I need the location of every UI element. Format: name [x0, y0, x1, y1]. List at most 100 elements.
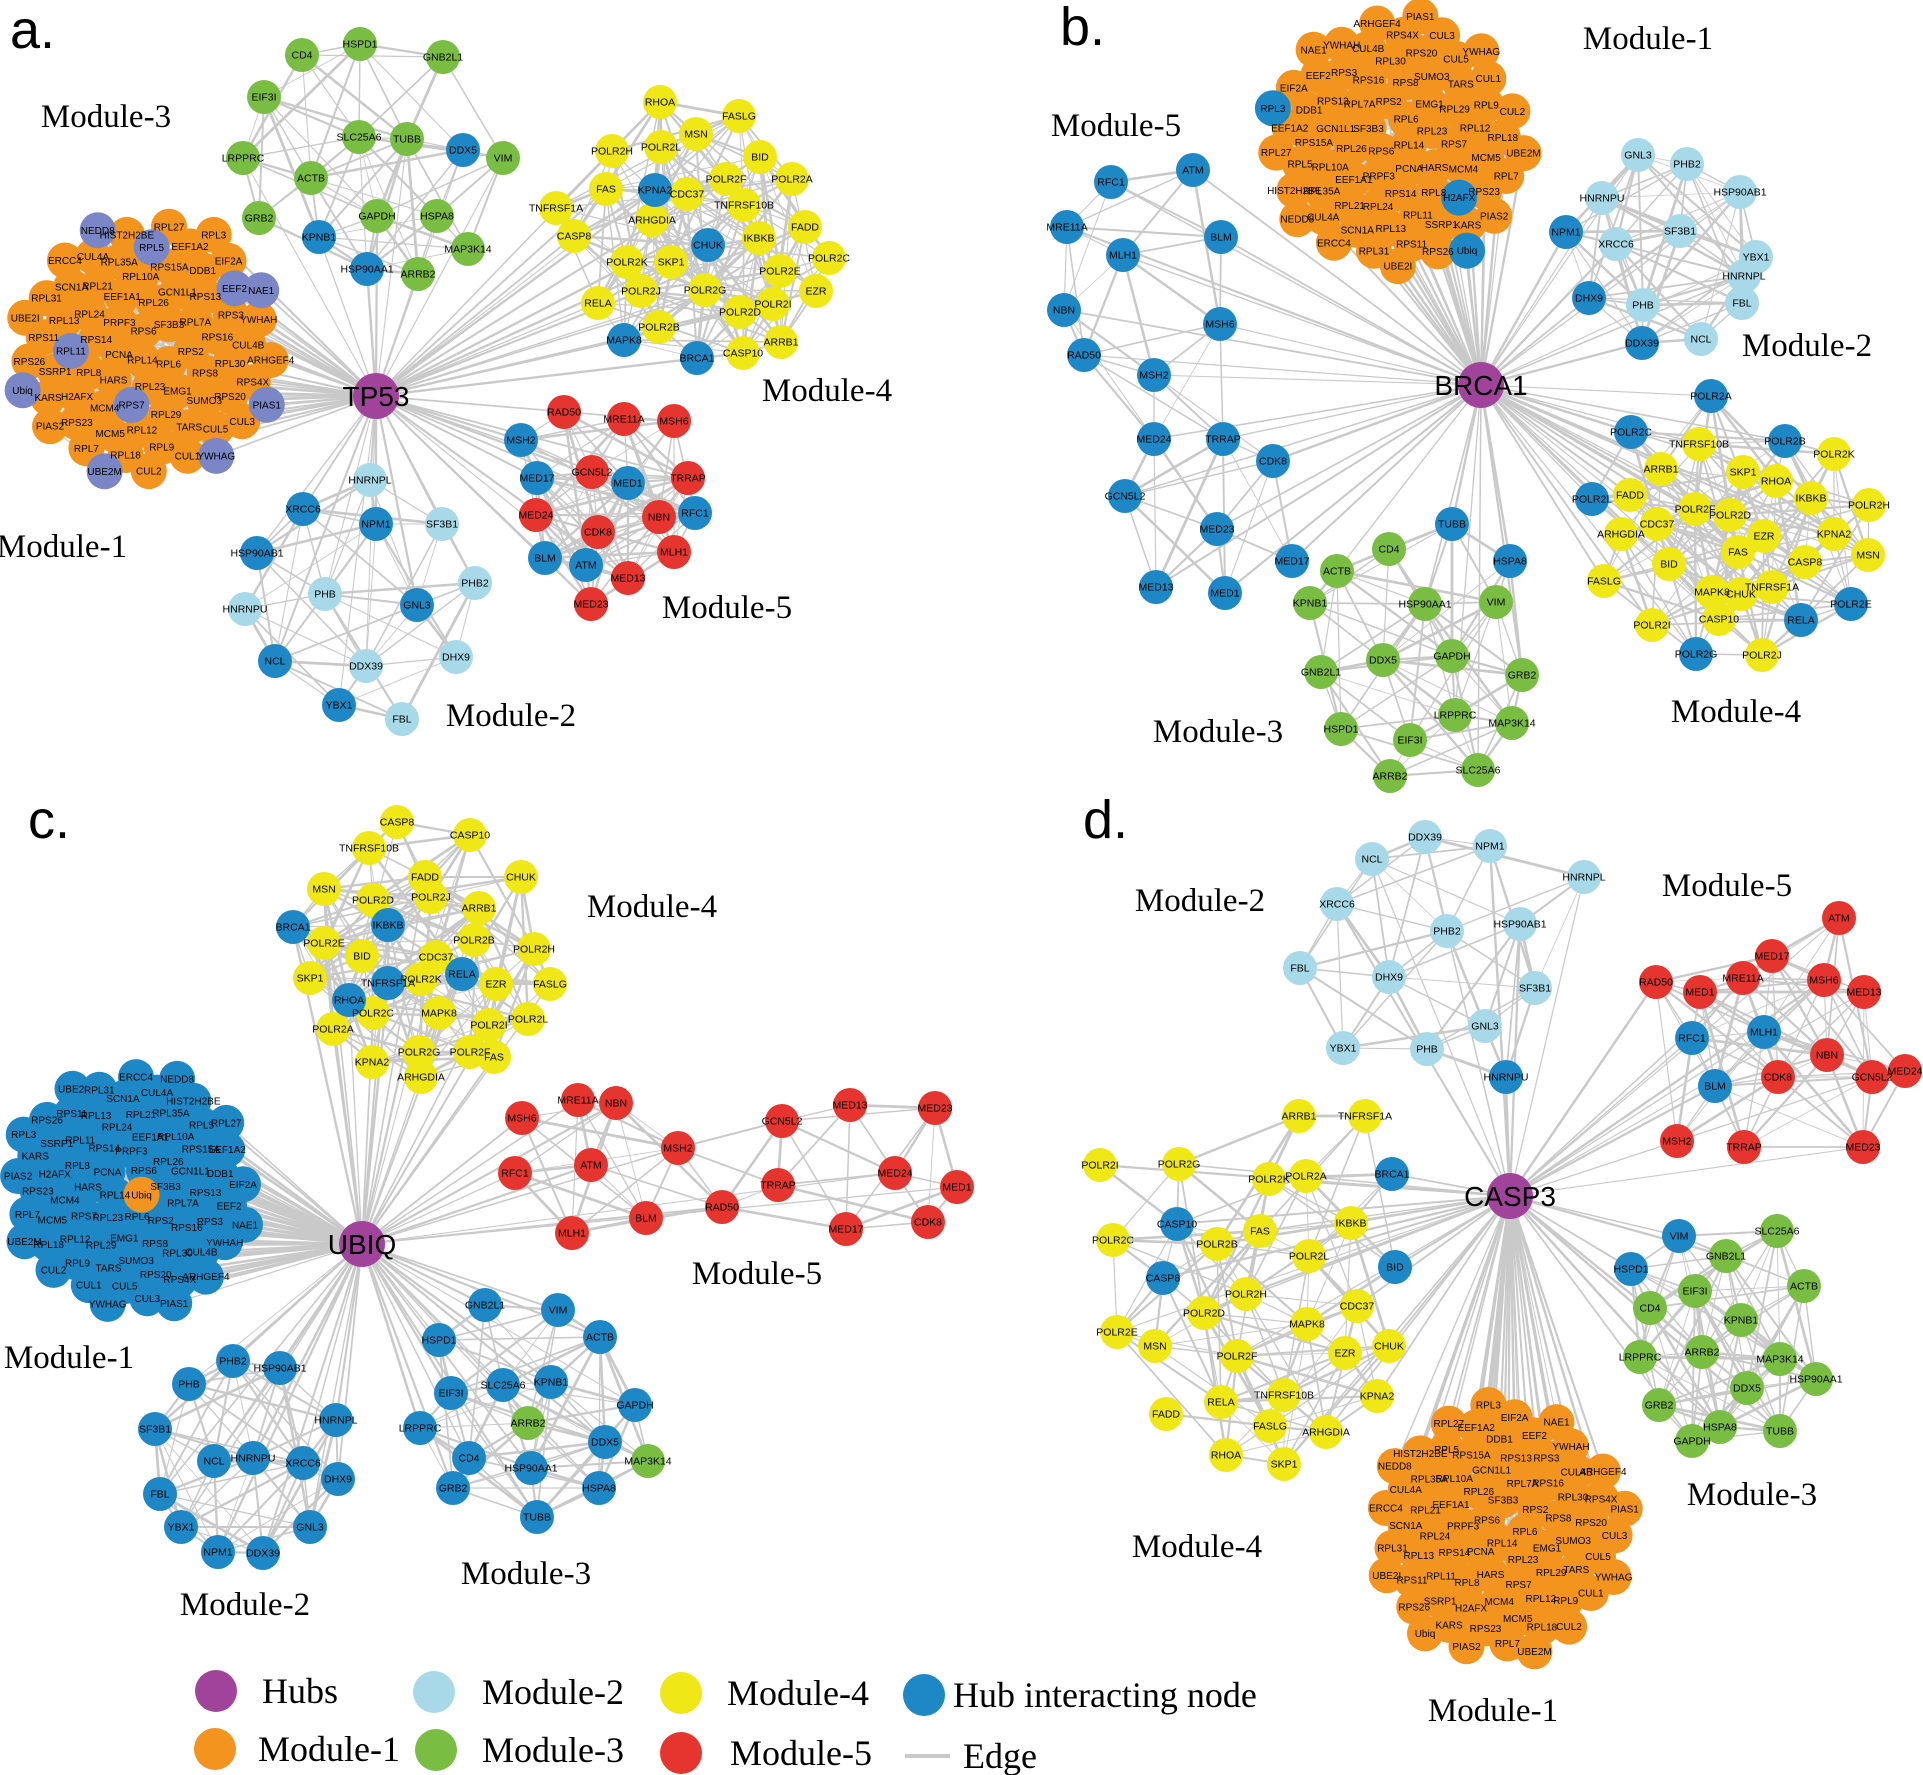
- edge: [1409, 603, 1426, 741]
- node-CUL1: [1470, 60, 1507, 97]
- node-label-ATM: ATM: [580, 1160, 601, 1172]
- node-GCN5L2: [575, 455, 609, 489]
- node-label-POLR2L: POLR2L: [508, 1014, 548, 1026]
- node-label-CUL4B: CUL4B: [185, 1248, 218, 1259]
- node-POLR2D: [1713, 498, 1747, 532]
- hub-edge: [360, 1243, 422, 1429]
- node-label-RELA: RELA: [448, 969, 475, 981]
- node-label-PIAS1: PIAS1: [1611, 1504, 1640, 1515]
- node-label-CUL5: CUL5: [1585, 1552, 1611, 1563]
- node-label-RPL11: RPL11: [1403, 210, 1433, 221]
- hub-edge: [1479, 152, 1525, 386]
- node-RAD50: [547, 395, 581, 429]
- node-label-ARHGDIA: ARHGDIA: [1597, 529, 1645, 541]
- node-POLR2G: [1162, 1147, 1196, 1181]
- node-RELA: [1204, 1385, 1238, 1419]
- node-RPL3: [1254, 90, 1291, 127]
- node-FAS: [477, 1040, 511, 1074]
- node-label-YBX1: YBX1: [1743, 252, 1770, 264]
- node-label-RPL8: RPL8: [1421, 188, 1446, 199]
- node-label-CASP8: CASP8: [1788, 557, 1823, 569]
- node-label-ARRB1: ARRB1: [763, 337, 798, 349]
- node-label-GNB2L1: GNB2L1: [1301, 667, 1341, 679]
- node-DHX9: [1572, 281, 1606, 315]
- node-GNL3: [1621, 138, 1655, 172]
- edge: [1743, 1054, 1828, 1148]
- edge: [159, 1360, 234, 1495]
- node-RHOA: [1759, 464, 1793, 498]
- node-label-NEDD8: NEDD8: [1378, 1462, 1412, 1473]
- node-RPL7: [9, 1196, 46, 1233]
- node-label-PRPF3: PRPF3: [115, 1146, 148, 1157]
- node-label-CHUK: CHUK: [693, 240, 723, 252]
- node-label-RPS26: RPS26: [1422, 247, 1454, 258]
- node-label-NPM1: NPM1: [361, 519, 390, 531]
- node-label-PRPF3: PRPF3: [1447, 1522, 1480, 1533]
- hub-edge: [1192, 169, 1482, 386]
- node-Ubiq: [1407, 1615, 1443, 1652]
- node-label-MED23: MED23: [573, 599, 608, 611]
- node-HSP90AB1: [1723, 175, 1757, 209]
- node-label-RPL7: RPL7: [1494, 172, 1519, 183]
- node-label-XRCC6: XRCC6: [285, 504, 321, 516]
- hub-edge: [375, 339, 625, 397]
- node-label-CDC37: CDC37: [419, 952, 454, 964]
- edge: [1083, 354, 1224, 440]
- node-label-POLR2L: POLR2L: [1572, 494, 1612, 506]
- edge: [261, 1419, 338, 1554]
- node-label-PIAS1: PIAS1: [253, 400, 282, 411]
- node-label-POLR2F: POLR2F: [1217, 1351, 1258, 1363]
- node-label-RPL30: RPL30: [1558, 1493, 1589, 1504]
- node-label-RPS15A: RPS15A: [150, 262, 189, 273]
- node-label-PHB2: PHB2: [1433, 926, 1461, 938]
- node-label-UBE2M: UBE2M: [1506, 149, 1540, 160]
- node-label-RPS2: RPS2: [1376, 97, 1403, 108]
- node-GNL3: [293, 1510, 327, 1544]
- node-label-MED1: MED1: [613, 478, 642, 490]
- edge: [1371, 858, 1390, 978]
- node-label-HSPD1: HSPD1: [1323, 724, 1358, 736]
- node-VIM: [1479, 585, 1513, 619]
- edge: [232, 1360, 304, 1464]
- node-label-SKP1: SKP1: [1730, 467, 1757, 479]
- edge: [1154, 438, 1225, 588]
- node-label-RPS20: RPS20: [214, 392, 246, 403]
- node-label-RPS26: RPS26: [1398, 1602, 1430, 1613]
- node-CUL2: [35, 1251, 72, 1288]
- node-PIAS2: [1448, 1628, 1485, 1665]
- edge: [502, 1335, 601, 1387]
- node-label-RPS14: RPS14: [88, 1143, 120, 1154]
- hub-edge: [361, 1243, 600, 1489]
- node-label-RPS8: RPS8: [1392, 78, 1419, 89]
- edge: [405, 138, 420, 275]
- node-DDX39: [1625, 326, 1659, 360]
- node-Ubiq: [4, 372, 41, 409]
- node-label-MCM4: MCM4: [50, 1195, 80, 1206]
- node-label-RPL24: RPL24: [102, 1123, 133, 1134]
- node-label-RPL10A: RPL10A: [1312, 163, 1350, 174]
- edge: [1710, 395, 1812, 499]
- edge: [514, 1171, 647, 1220]
- node-label-ARRB2: ARRB2: [1684, 1347, 1719, 1359]
- edge: [1153, 374, 1274, 462]
- node-label-NBN: NBN: [605, 1098, 627, 1110]
- node-label-RHOA: RHOA: [645, 97, 675, 109]
- node-label-EMG1: EMG1: [1415, 100, 1444, 111]
- edge: [1153, 438, 1218, 530]
- node-GCN5L2: [1108, 479, 1142, 513]
- node-label-DDX39: DDX39: [1408, 832, 1442, 844]
- edge: [1641, 275, 1745, 344]
- node-CASP10: [726, 336, 760, 370]
- edge: [1565, 231, 1643, 344]
- node-label-CASP10: CASP10: [1699, 614, 1739, 626]
- node-label-RPL27: RPL27: [1261, 148, 1292, 159]
- node-IKBKB: [1794, 481, 1828, 515]
- node-GRB2: [1505, 658, 1539, 692]
- node-label-KPNB1: KPNB1: [534, 1377, 569, 1389]
- node-labels: CD4 HSPD1 GNB2L1 EIF3I SLC25A6 TUBB VIM LRPPRC A…: [11, 39, 851, 726]
- node-YWHAG: [1463, 33, 1500, 70]
- node-label-RPS6: RPS6: [130, 327, 157, 338]
- node-POLR2E: [763, 254, 797, 288]
- node-label-RPL31: RPL31: [1377, 1543, 1408, 1554]
- edge: [1565, 163, 1688, 233]
